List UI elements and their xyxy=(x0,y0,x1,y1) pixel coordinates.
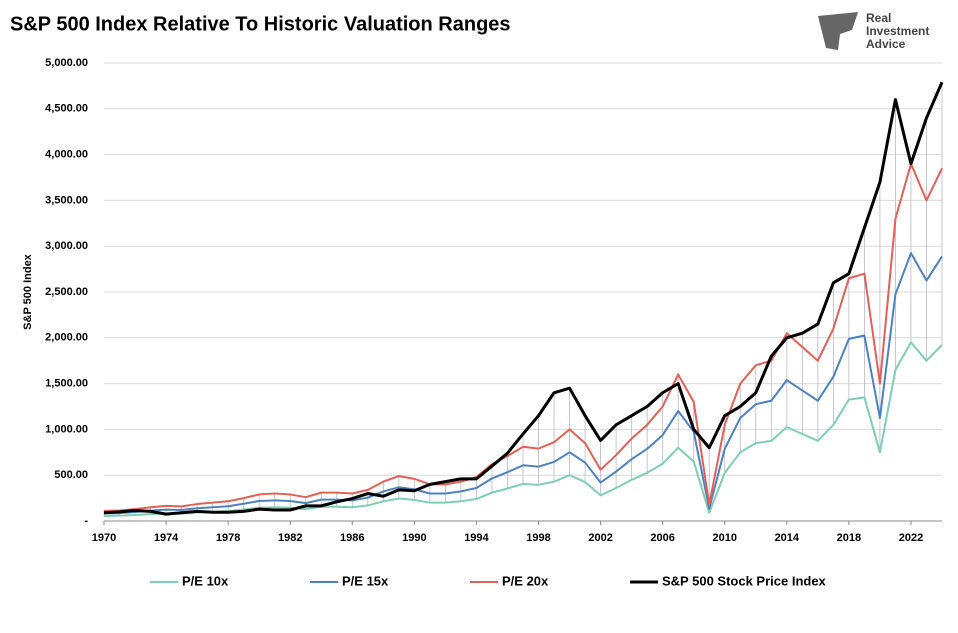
logo-text: Investment xyxy=(866,24,929,38)
chart-title: S&P 500 Index Relative To Historic Valua… xyxy=(10,13,511,35)
x-tick-label: 1986 xyxy=(340,532,364,544)
logo: Real Investment Advice xyxy=(818,11,929,51)
x-tick-label: 2018 xyxy=(837,532,861,544)
y-tick-label: 4,500.00 xyxy=(45,103,88,115)
x-tick-label: 1998 xyxy=(526,532,550,544)
logo-text: Real xyxy=(866,11,891,25)
x-tick-label: 1974 xyxy=(154,532,179,544)
x-tick-label: 2022 xyxy=(899,532,923,544)
legend-label: S&P 500 Stock Price Index xyxy=(662,573,827,588)
x-tick-label: 1990 xyxy=(402,532,426,544)
y-tick-label: 2,500.00 xyxy=(45,286,88,298)
y-axis-label: S&P 500 Index xyxy=(22,253,34,329)
logo-text: Advice xyxy=(866,37,906,51)
y-tick-label: 1,000.00 xyxy=(45,423,88,435)
series-line xyxy=(103,252,943,515)
series-line xyxy=(103,162,943,512)
x-tick-label: 1978 xyxy=(216,532,240,544)
y-tick-label: 3,500.00 xyxy=(45,194,88,206)
logo-icon xyxy=(818,12,858,50)
y-tick-label: - xyxy=(84,515,88,527)
legend-label: P/E 15x xyxy=(342,573,389,588)
y-tick-label: 3,000.00 xyxy=(45,240,88,252)
x-tick-label: 2002 xyxy=(588,532,612,544)
legend-label: P/E 10x xyxy=(182,573,229,588)
y-tick-label: 2,000.00 xyxy=(45,332,88,344)
x-tick-label: 1970 xyxy=(92,532,116,544)
series-line xyxy=(103,81,944,516)
y-tick-label: 500.00 xyxy=(54,469,88,481)
legend-label: P/E 20x xyxy=(502,573,549,588)
x-tick-label: 1994 xyxy=(464,532,489,544)
y-tick-label: 1,500.00 xyxy=(45,378,88,390)
y-tick-label: 5,000.00 xyxy=(45,57,88,69)
series-line xyxy=(103,341,943,517)
x-tick-label: 1982 xyxy=(278,532,302,544)
x-tick-label: 2014 xyxy=(775,532,800,544)
y-tick-label: 4,000.00 xyxy=(45,149,88,161)
x-tick-label: 2010 xyxy=(712,532,736,544)
x-tick-label: 2006 xyxy=(650,532,674,544)
